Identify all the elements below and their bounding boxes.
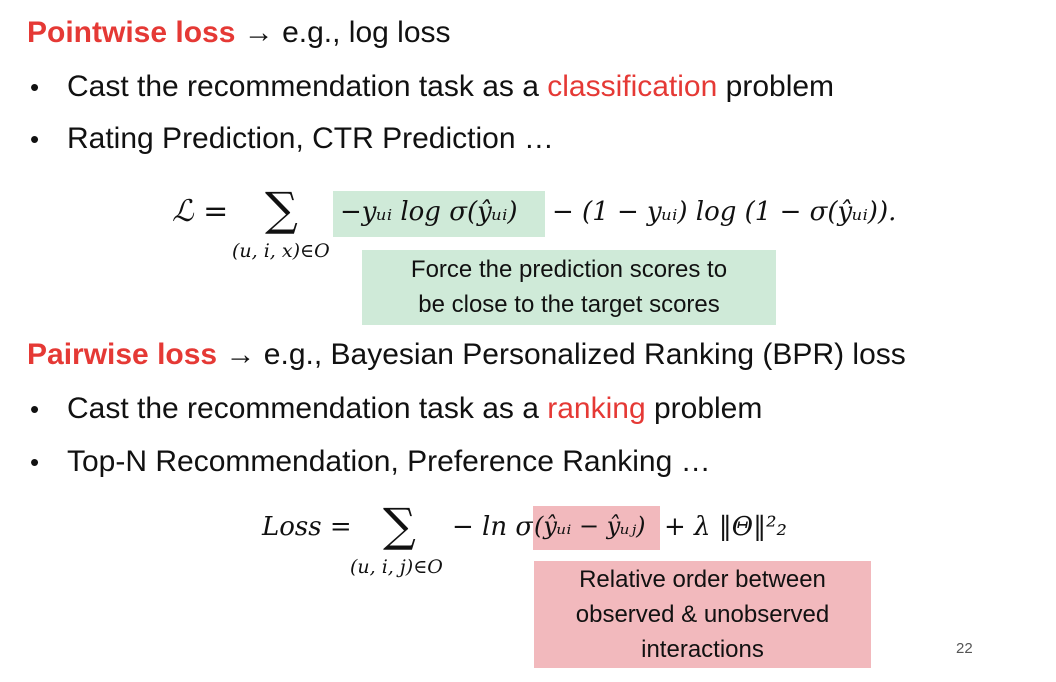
pairwise-heading-rest: e.g., Bayesian Personalized Ranking (BPR… bbox=[263, 338, 906, 371]
sum-symbol: ∑ bbox=[265, 182, 298, 236]
note-line: Relative order between bbox=[579, 566, 826, 593]
pointwise-heading: Pointwise loss → e.g., log loss bbox=[27, 15, 451, 51]
pointwise-bullet-1: Cast the recommendation task as a classi… bbox=[67, 69, 834, 105]
formula-highlight-red bbox=[533, 506, 660, 550]
note-line: Force the prediction scores to bbox=[410, 256, 728, 283]
bullet-text: problem bbox=[717, 70, 835, 103]
page-number: 22 bbox=[956, 640, 973, 657]
classification-highlight: classification bbox=[547, 70, 718, 103]
pointwise-bullet-2: Rating Prediction, CTR Prediction … bbox=[67, 122, 554, 155]
pointwise-title: Pointwise loss bbox=[27, 16, 236, 49]
sum-subscript: (u, i, j)∈O bbox=[350, 556, 443, 578]
sum-subscript: (u, i, x)∈O bbox=[232, 240, 330, 262]
note-line: be close to the target scores bbox=[418, 291, 720, 318]
pointwise-heading-rest: e.g., log loss bbox=[282, 16, 451, 49]
pairwise-heading: Pairwise loss → e.g., Bayesian Personali… bbox=[27, 337, 906, 373]
note-line: observed & unobserved bbox=[575, 601, 830, 628]
formula-term-before: − ln σ bbox=[452, 512, 534, 542]
pairwise-bullet-2: Top-N Recommendation, Preference Ranking… bbox=[67, 445, 711, 478]
pairwise-bullet-1: Cast the recommendation task as a rankin… bbox=[67, 391, 762, 427]
formula-term-highlighted: (ŷᵤᵢ − ŷᵤⱼ) bbox=[534, 512, 646, 540]
bullet-icon: • bbox=[30, 447, 40, 477]
formula-term-after: + λ ‖Θ‖²₂ bbox=[664, 512, 787, 542]
formula-lhs: Loss = bbox=[262, 512, 352, 542]
sum-symbol: ∑ bbox=[383, 498, 416, 552]
arrow-icon: → bbox=[243, 16, 274, 49]
pairwise-title: Pairwise loss bbox=[27, 338, 218, 371]
formula-lhs: ℒ = bbox=[172, 194, 229, 229]
note-box-red bbox=[534, 561, 871, 668]
ranking-highlight: ranking bbox=[547, 392, 646, 425]
note-line: interactions bbox=[641, 636, 764, 663]
formula-term-rest: − (1 − yᵤᵢ) log (1 − σ(ŷᵤᵢ)). bbox=[552, 197, 897, 227]
formula-term-highlighted: −yᵤᵢ log σ(ŷᵤᵢ) bbox=[340, 197, 518, 227]
bullet-text: problem bbox=[645, 392, 763, 425]
arrow-icon: → bbox=[225, 338, 256, 371]
bullet-text: Cast the recommendation task as a bbox=[67, 70, 548, 103]
formula-highlight-green bbox=[333, 191, 545, 237]
note-box-green bbox=[362, 250, 776, 325]
bullet-icon: • bbox=[30, 124, 40, 154]
bullet-icon: • bbox=[30, 394, 40, 424]
bullet-icon: • bbox=[30, 72, 40, 102]
bullet-text: Cast the recommendation task as a bbox=[67, 392, 548, 425]
